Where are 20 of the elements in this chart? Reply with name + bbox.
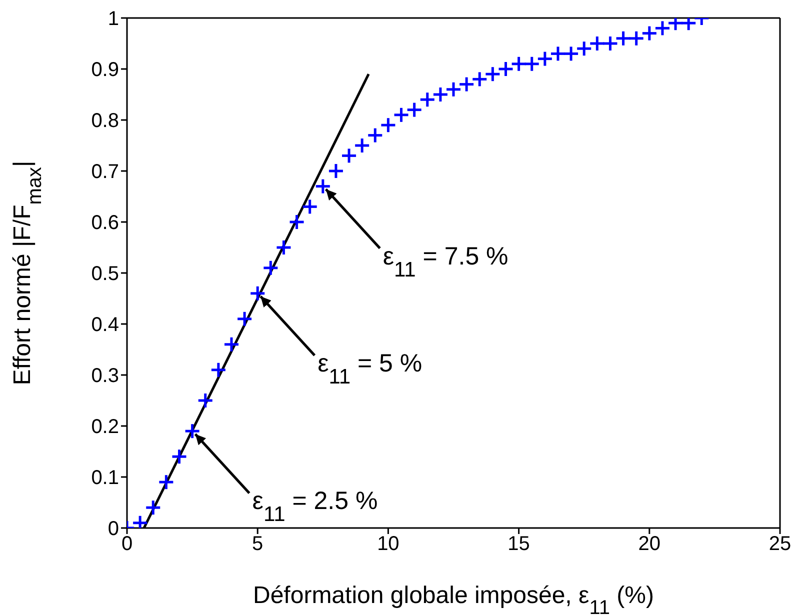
x-tick-label: 25 (768, 533, 792, 556)
y-tick-label: 0.2 (91, 416, 119, 438)
annotation: ε$_{11}$ = 2.5 % (252, 487, 378, 526)
annotation: ε$_{11}$ = 7.5 % (382, 242, 508, 281)
x-tick-label: 5 (252, 533, 264, 556)
x-tick-label: 15 (508, 533, 530, 556)
y-tick-label: 0.8 (91, 110, 119, 132)
annotation: ε$_{11}$ = 5 % (318, 349, 422, 388)
y-tick-label: 0.6 (91, 212, 119, 234)
x-tick-label: 10 (377, 533, 400, 556)
y-tick-label: 0.4 (91, 314, 119, 336)
y-tick-label: 0.5 (91, 263, 119, 286)
y-tick-label: 0 (108, 518, 119, 540)
y-tick-label: 0.3 (91, 365, 119, 388)
y-tick-label: 0.7 (91, 161, 119, 184)
x-tick-label: 20 (638, 533, 661, 556)
y-tick-label: 0.9 (91, 59, 119, 82)
y-tick-label: 0.1 (91, 467, 119, 490)
x-axis-title: Déformation globale imposée, ε$_{11}$ (%) (253, 582, 654, 615)
y-tick-label: 1 (108, 8, 119, 30)
